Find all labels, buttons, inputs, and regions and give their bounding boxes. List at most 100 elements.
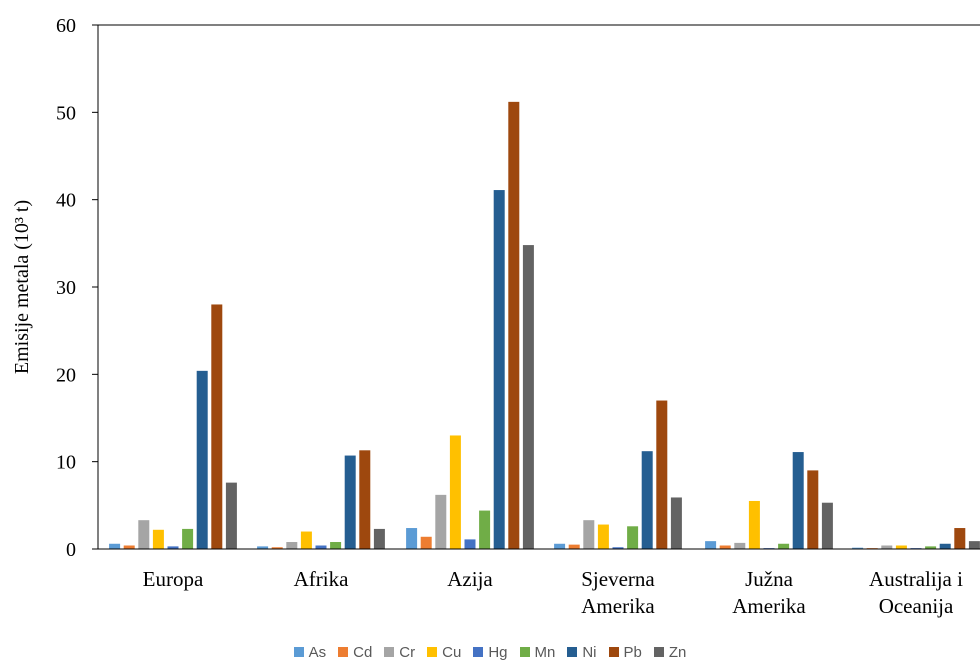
bar-ni-2: [493, 190, 505, 549]
legend-label: Zn: [668, 643, 687, 661]
bar-cr-5: [881, 545, 893, 549]
bar-as-3: [554, 543, 566, 549]
bar-ni-4: [792, 452, 804, 549]
legend-swatch: [519, 647, 530, 657]
bar-zn-1: [373, 528, 385, 549]
bar-zn-4: [821, 502, 833, 549]
x-category-label: Australija i: [869, 567, 963, 591]
x-category-label: Amerika: [732, 594, 806, 618]
bars: [109, 101, 980, 549]
bar-hg-2: [464, 539, 476, 549]
bar-mn-4: [778, 543, 790, 549]
legend-item: Zn: [653, 643, 687, 661]
bar-pb-0: [211, 304, 223, 549]
bar-cu-2: [449, 435, 461, 549]
legend-swatch: [567, 647, 578, 657]
bar-cd-0: [123, 545, 135, 549]
bar-cr-1: [286, 542, 298, 549]
y-tick-label: 0: [66, 539, 76, 561]
legend-swatch: [653, 647, 664, 657]
x-category-label: Afrika: [294, 567, 349, 591]
bar-mn-0: [182, 528, 194, 549]
bar-cr-4: [734, 542, 746, 549]
x-category-label: Azija: [447, 567, 493, 591]
x-category-label: Europa: [143, 567, 204, 591]
bar-cr-0: [138, 520, 150, 549]
bar-pb-1: [359, 450, 371, 549]
y-tick-label: 50: [56, 102, 76, 124]
legend-item: Mn: [519, 643, 556, 661]
bar-ni-5: [939, 543, 951, 549]
legend-item: Ni: [567, 643, 597, 661]
bar-pb-3: [656, 400, 668, 549]
bar-zn-5: [968, 541, 980, 549]
bar-mn-1: [330, 542, 342, 549]
y-axis: 0 10 20 30 40 50 60: [56, 15, 980, 561]
bar-hg-0: [167, 546, 179, 549]
bar-pb-4: [807, 470, 819, 549]
bar-mn-5: [925, 546, 937, 549]
bar-mn-3: [627, 526, 639, 549]
legend-swatch: [608, 647, 619, 657]
bar-hg-1: [315, 545, 327, 549]
bar-cu-5: [895, 545, 907, 549]
bar-ni-1: [344, 455, 356, 549]
y-tick-label: 20: [56, 364, 76, 386]
y-tick-label: 60: [56, 15, 76, 37]
x-category-label: Oceanija: [879, 594, 954, 618]
legend-label: Pb: [623, 643, 642, 661]
bar-cu-0: [152, 529, 164, 549]
legend-item: Cd: [338, 644, 372, 661]
legend-label: Cu: [442, 643, 462, 661]
bar-cd-2: [420, 536, 432, 549]
bar-cd-1: [271, 547, 283, 549]
legend-swatch: [293, 647, 304, 657]
bar-cr-3: [583, 520, 595, 549]
bar-as-0: [109, 543, 121, 549]
bar-pb-5: [954, 528, 966, 549]
bar-mn-2: [479, 510, 491, 549]
legend-item: Hg: [473, 643, 508, 661]
bar-cd-4: [719, 545, 731, 549]
legend-label: Ni: [582, 643, 597, 661]
legend-swatch: [473, 647, 484, 657]
bar-cr-2: [435, 494, 447, 549]
bar-as-1: [257, 546, 269, 549]
legend-label: Mn: [534, 643, 556, 661]
x-category-label: Južna: [745, 567, 793, 591]
bar-zn-2: [522, 245, 534, 549]
bar-cu-4: [748, 500, 760, 549]
legend-item: Pb: [608, 643, 642, 661]
bar-cd-3: [568, 544, 580, 549]
legend-label: Cr: [399, 643, 416, 661]
bar-ni-3: [641, 451, 653, 549]
legend: As Cd Cr Cu Hg Mn Ni Pb Zn: [0, 640, 980, 664]
bar-as-5: [852, 547, 864, 549]
legend-label: Cd: [353, 643, 373, 661]
bar-ni-0: [196, 370, 208, 549]
bar-chart: 0 10 20 30 40 50 60 Europa Afrika Azija Sjeverna A…: [11, 15, 980, 618]
legend-item: As: [293, 643, 327, 661]
x-axis: Europa Afrika Azija Sjeverna Amerika Južna Ame…: [98, 548, 980, 618]
bar-zn-3: [670, 497, 682, 549]
legend-swatch: [384, 647, 395, 657]
y-tick-label: 30: [56, 277, 76, 299]
x-category-label: Amerika: [581, 594, 655, 618]
y-axis-label: Emisije metala (10³ t): [11, 200, 33, 374]
bar-pb-2: [508, 101, 520, 549]
bar-hg-3: [612, 547, 624, 549]
bar-as-4: [705, 541, 717, 549]
x-category-label: Sjeverna: [581, 567, 655, 591]
bar-cu-3: [597, 524, 609, 549]
y-tick-label: 10: [56, 452, 76, 474]
bar-cu-1: [300, 531, 312, 549]
y-tick-label: 40: [56, 190, 76, 212]
legend-item: Cr: [384, 644, 415, 661]
legend-label: Hg: [488, 643, 508, 661]
bar-as-2: [406, 528, 418, 549]
legend-swatch: [338, 647, 349, 657]
legend-item: Cu: [427, 644, 461, 661]
bar-zn-0: [225, 482, 237, 549]
legend-swatch: [427, 647, 438, 657]
legend-label: As: [308, 643, 327, 661]
